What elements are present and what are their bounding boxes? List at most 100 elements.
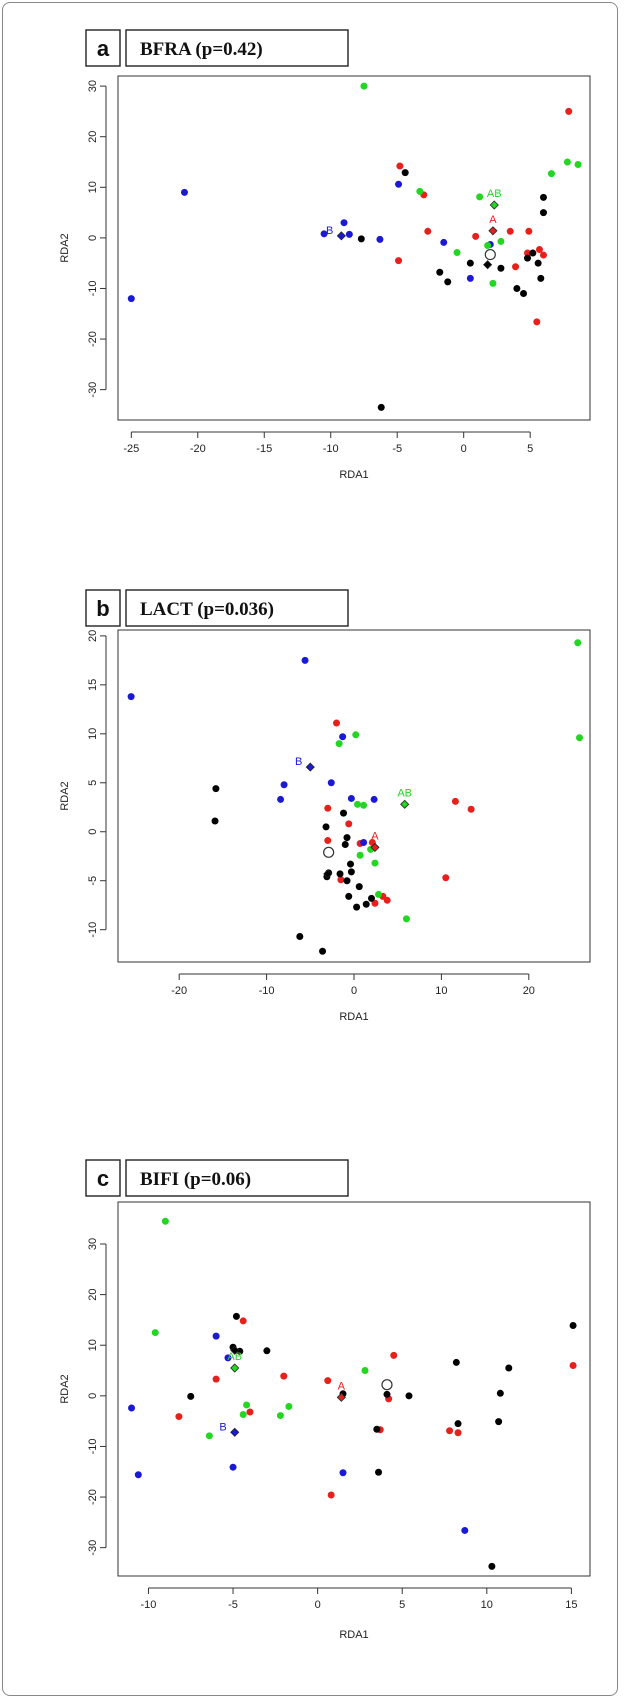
data-point-a: [565, 107, 573, 115]
data-point-o: [513, 284, 521, 292]
data-point-ab: [285, 1402, 293, 1410]
data-point-o: [373, 1425, 381, 1433]
data-point-ab: [374, 890, 382, 898]
data-point-a: [395, 257, 403, 265]
data-point-a: [535, 246, 543, 254]
y-tick-label: 10: [87, 1339, 99, 1351]
data-point-a: [175, 1413, 183, 1421]
panel-letter-box: [85, 29, 121, 67]
centroid-marker: [483, 260, 493, 270]
data-point-o: [340, 809, 348, 817]
centroid-label: A: [338, 1380, 346, 1392]
x-tick-label: -10: [259, 985, 275, 997]
data-point-b: [301, 656, 309, 664]
data-point-o: [232, 1312, 240, 1320]
data-point-ab: [547, 170, 555, 178]
data-point-ab: [476, 193, 484, 201]
x-tick-label: 10: [481, 1599, 493, 1611]
plot-area: [117, 75, 591, 421]
data-point-o: [319, 947, 327, 955]
data-point-o: [347, 860, 355, 868]
data-point-b: [339, 1469, 347, 1477]
data-point-b: [128, 1404, 136, 1412]
data-point-ab: [161, 1217, 169, 1225]
x-tick-label: -15: [256, 443, 272, 455]
data-point-ab: [497, 237, 505, 245]
data-point-b: [212, 1332, 220, 1340]
data-point-a: [327, 1491, 335, 1499]
centroid-marker: [400, 799, 410, 809]
y-tick-label: 30: [87, 80, 99, 92]
x-axis-label: RDA1: [339, 1629, 368, 1641]
data-point-b: [229, 1463, 237, 1471]
data-point-a: [383, 896, 391, 904]
data-point-ab: [484, 241, 492, 249]
data-point-b: [327, 779, 335, 787]
data-point-o: [539, 193, 547, 201]
data-point-o: [401, 169, 409, 177]
panel-a: a BFRA (p=0.42) -25 -20 -15 -10 -5 0 5 RDA1 -30 -20…: [59, 29, 591, 481]
centroid-marker: [323, 869, 333, 879]
y-tick-label: -5: [87, 876, 99, 886]
data-point-ab: [402, 915, 410, 923]
data-point-a: [324, 1377, 332, 1385]
data-point-a: [442, 874, 450, 882]
data-point-b: [370, 795, 378, 803]
x-tick-label: -5: [228, 1599, 238, 1611]
data-point-a: [525, 227, 533, 235]
centroid-marker: [305, 762, 315, 772]
centroid-label: AB: [397, 787, 412, 799]
data-point-a: [451, 797, 459, 805]
centroid-label: A: [371, 830, 379, 842]
panel-title-box: [125, 1159, 349, 1197]
data-point-o: [436, 268, 444, 276]
centroid-label: AB: [487, 188, 502, 200]
x-axis-label: RDA1: [339, 1011, 368, 1023]
chart-title: BFRA (p=0.42): [140, 39, 263, 60]
data-point-a: [533, 318, 541, 326]
data-point-o: [341, 840, 349, 848]
data-point-a: [506, 227, 514, 235]
data-point-o: [355, 883, 363, 891]
data-point-ab: [489, 279, 497, 287]
data-point-o: [539, 209, 547, 217]
data-point-a: [446, 1427, 454, 1435]
data-point-ab: [205, 1432, 213, 1440]
data-point-b: [395, 180, 403, 188]
data-point-o: [452, 1358, 460, 1366]
panel-letter: b: [96, 596, 109, 621]
x-tick-label: 10: [435, 985, 447, 997]
data-point-a: [454, 1429, 462, 1437]
data-point-o: [454, 1420, 462, 1428]
data-point-o: [534, 259, 542, 267]
data-point-ab: [576, 734, 584, 742]
y-tick-label: -10: [87, 1438, 99, 1454]
x-tick-label: -5: [392, 443, 402, 455]
x-tick-label: -20: [190, 443, 206, 455]
x-tick-label: -20: [171, 985, 187, 997]
chart-title: BIFI (p=0.06): [140, 1169, 251, 1190]
data-point-b: [280, 781, 288, 789]
data-point-a: [337, 876, 345, 884]
data-point-o: [520, 290, 528, 298]
panel-b: b LACT (p=0.036) -20 -10 0 10 20 RDA1 -10 -5 0 5 10 1…: [59, 589, 591, 1023]
data-point-ab: [563, 158, 571, 166]
chart-title: LACT (p=0.036): [140, 599, 274, 620]
y-tick-label: 5: [87, 780, 99, 786]
centroid-marker: [230, 1363, 240, 1373]
x-tick-label: 5: [527, 443, 533, 455]
centroid-marker: [230, 1427, 240, 1437]
y-tick-label: 0: [87, 235, 99, 241]
data-point-a: [390, 1351, 398, 1359]
data-point-a: [239, 1317, 247, 1325]
data-point-ab: [360, 82, 368, 90]
data-point-o: [263, 1347, 271, 1355]
plot-area: [117, 1201, 591, 1577]
data-point-o: [405, 1392, 413, 1400]
data-point-o: [347, 868, 355, 876]
data-point-ab: [416, 187, 424, 195]
centroid-marker: [488, 226, 498, 236]
x-tick-label: 0: [315, 1599, 321, 1611]
data-point-ab: [151, 1329, 159, 1337]
y-tick-label: 10: [87, 181, 99, 193]
